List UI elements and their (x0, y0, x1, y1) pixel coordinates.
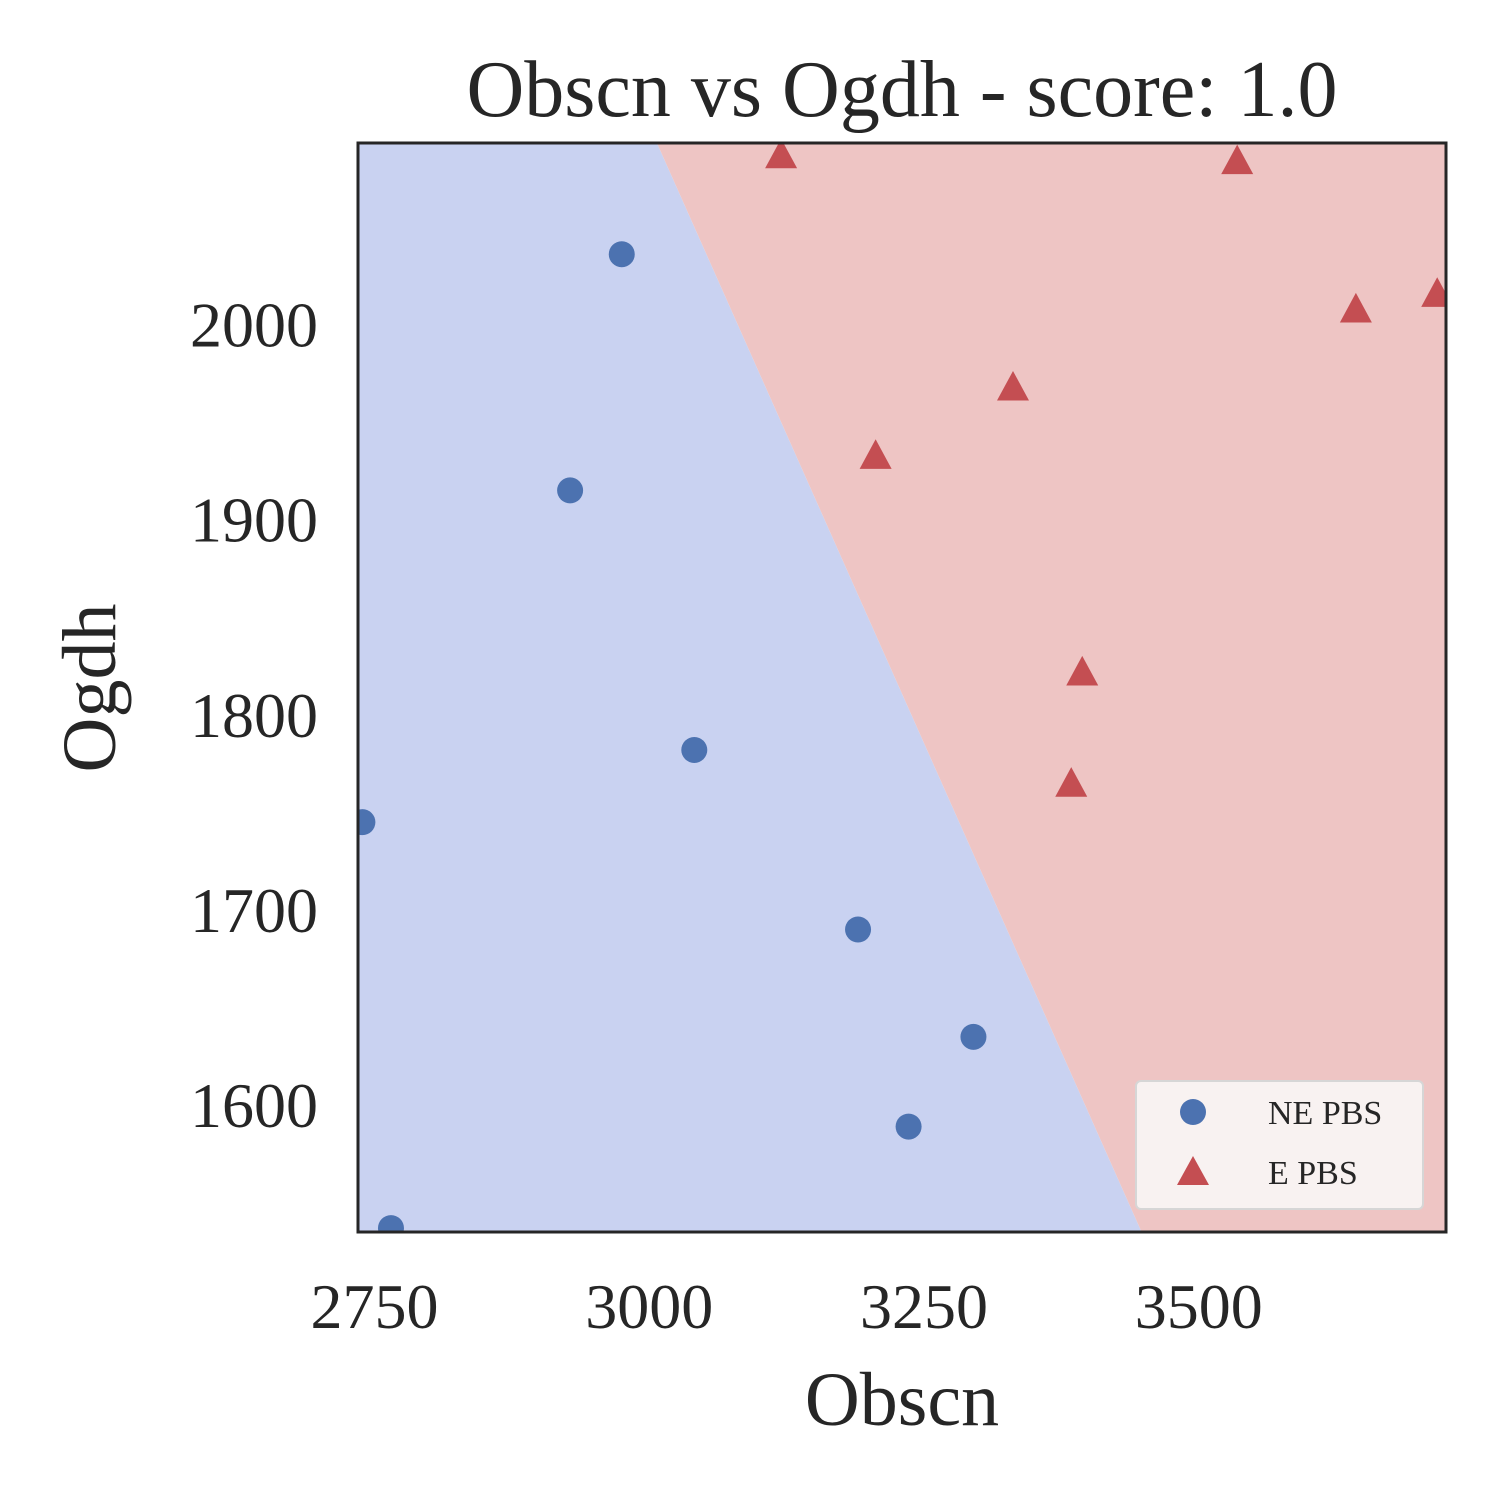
point-ne-pbs-4 (845, 916, 872, 943)
point-ne-pbs-0 (608, 241, 635, 268)
x-tick-label: 3000 (585, 1271, 713, 1342)
region-ne-pbs (358, 143, 1142, 1232)
data-points (358, 143, 1446, 1232)
x-axis-label: Obscn (805, 1358, 999, 1442)
point-e-pbs-7 (1055, 767, 1088, 797)
chart-title: Obscn vs Ogdh - score: 1.0 (467, 46, 1338, 134)
point-e-pbs-3 (1421, 277, 1446, 307)
point-e-pbs-4 (996, 370, 1029, 401)
x-tick-label: 3500 (1135, 1271, 1263, 1342)
plot-frame (356, 141, 1448, 1234)
point-ne-pbs-3 (358, 809, 376, 836)
region-e-pbs (656, 143, 1446, 1232)
y-tick-label: 1700 (190, 875, 318, 946)
point-e-pbs-5 (859, 439, 892, 469)
legend: NE PBS E PBS (1135, 1080, 1424, 1210)
point-e-pbs-2 (1339, 292, 1372, 323)
y-tick-label: 2000 (190, 290, 318, 361)
legend-marker-ne-pbs (1180, 1099, 1206, 1125)
y-tick-label: 1900 (190, 485, 318, 556)
point-e-pbs-0 (765, 143, 798, 169)
point-ne-pbs-2 (681, 736, 708, 763)
legend-box (1135, 1080, 1424, 1210)
legend-label-ne-pbs: NE PBS (1268, 1095, 1382, 1132)
point-ne-pbs-7 (377, 1215, 404, 1232)
point-e-pbs-1 (1221, 144, 1254, 175)
point-ne-pbs-1 (557, 477, 584, 504)
x-tick-label: 2750 (310, 1271, 438, 1342)
plot-area (358, 143, 1446, 1232)
point-ne-pbs-6 (895, 1113, 922, 1140)
y-tick-label: 1800 (190, 680, 318, 751)
y-tick-label: 1600 (190, 1070, 318, 1141)
legend-marker-e-pbs (1177, 1156, 1209, 1185)
legend-label-e-pbs: E PBS (1268, 1155, 1358, 1192)
axis-ticks: 2750 3000 3250 3500 1600 1700 1800 1900 2000 (190, 290, 1263, 1343)
y-axis-label: Ogdh (48, 604, 132, 773)
x-tick-label: 3250 (860, 1271, 988, 1342)
point-ne-pbs-5 (960, 1023, 987, 1050)
point-e-pbs-6 (1066, 655, 1099, 686)
